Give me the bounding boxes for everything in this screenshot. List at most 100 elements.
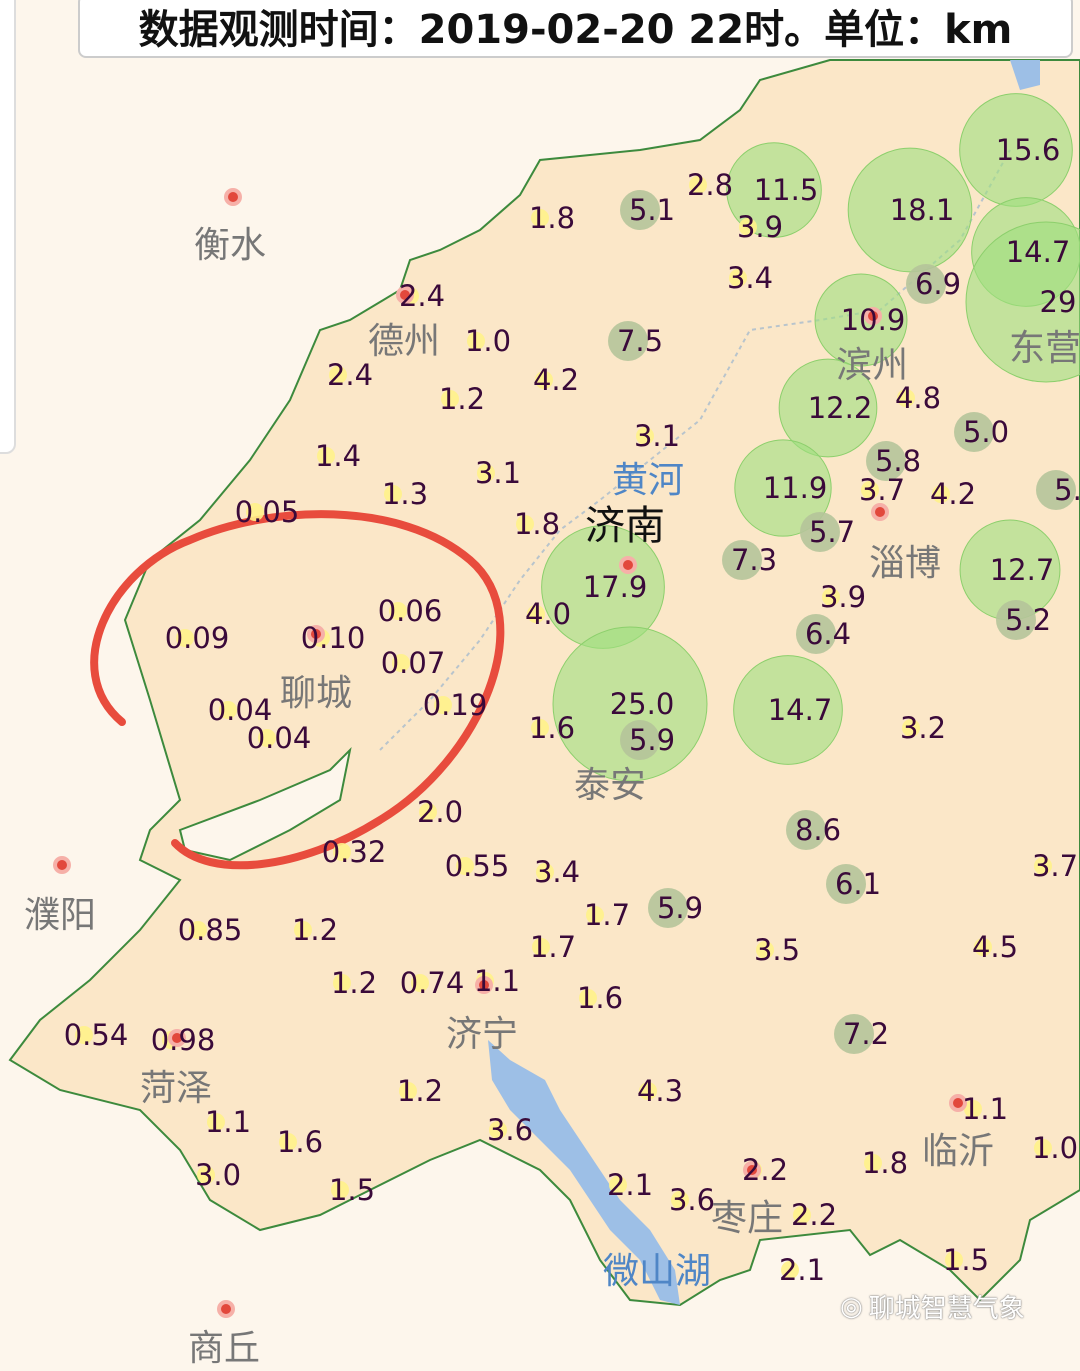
station-marker[interactable] (527, 605, 545, 623)
station-marker[interactable] (535, 371, 553, 389)
station-marker[interactable] (331, 1181, 349, 1199)
station-marker[interactable] (781, 1261, 799, 1279)
station-marker[interactable] (219, 701, 237, 719)
city-label: 泰安 (573, 765, 647, 806)
station-value: 3.1 (474, 456, 522, 490)
station-marker[interactable] (722, 540, 762, 580)
station-value: 1.4 (314, 439, 362, 473)
station-marker[interactable] (866, 441, 906, 481)
station-marker[interactable] (826, 864, 866, 904)
station-marker[interactable] (279, 1133, 297, 1151)
station-marker[interactable] (434, 696, 452, 714)
station-marker[interactable] (75, 1026, 93, 1044)
station-marker[interactable] (189, 921, 207, 939)
station-marker[interactable] (536, 863, 554, 881)
station-marker[interactable] (389, 602, 407, 620)
station-value: 0.04 (207, 693, 273, 727)
city-label: 东营 (1008, 328, 1080, 369)
station-marker[interactable] (906, 264, 946, 304)
station-marker[interactable] (579, 989, 597, 1007)
station-value: 5.2 (1004, 603, 1052, 637)
station-marker[interactable] (411, 974, 429, 992)
station-marker[interactable] (620, 190, 660, 230)
station-marker[interactable] (847, 147, 973, 273)
city-label: 滨州 (835, 345, 909, 386)
station-marker[interactable] (317, 447, 335, 465)
station-value: 1.6 (276, 1125, 324, 1159)
station-marker[interactable] (796, 614, 836, 654)
station-marker[interactable] (176, 629, 194, 647)
station-marker[interactable] (467, 332, 485, 350)
station-marker[interactable] (822, 588, 840, 606)
station-marker[interactable] (620, 720, 660, 760)
station-marker[interactable] (786, 810, 826, 850)
station-marker[interactable] (532, 938, 550, 956)
station-marker[interactable] (671, 1191, 689, 1209)
station-value: 14.7 (1005, 235, 1071, 269)
station-marker[interactable] (945, 1251, 963, 1269)
station-marker[interactable] (636, 427, 654, 445)
station-value: 3.7 (1031, 849, 1079, 883)
city-location-dot (396, 286, 414, 304)
station-marker[interactable] (392, 654, 410, 672)
station-marker[interactable] (531, 719, 549, 737)
station-marker[interactable] (729, 269, 747, 287)
station-marker[interactable] (608, 321, 648, 361)
station-value: 4.0 (524, 597, 572, 631)
station-marker[interactable] (609, 1176, 627, 1194)
station-marker[interactable] (1034, 857, 1052, 875)
station-marker[interactable] (648, 888, 688, 928)
station-marker[interactable] (814, 273, 908, 367)
station-marker[interactable] (419, 803, 437, 821)
station-marker[interactable] (964, 1100, 982, 1118)
station-value: 0.10 (300, 621, 366, 655)
station-marker[interactable] (733, 655, 843, 765)
station-marker[interactable] (1034, 1139, 1052, 1157)
station-marker[interactable] (456, 857, 474, 875)
station-marker[interactable] (639, 1082, 657, 1100)
station-marker[interactable] (902, 719, 920, 737)
station-marker[interactable] (197, 1166, 215, 1184)
station-marker[interactable] (834, 1014, 874, 1054)
station-marker[interactable] (207, 1113, 225, 1131)
station-marker[interactable] (441, 390, 459, 408)
station-marker[interactable] (516, 515, 534, 533)
station-marker[interactable] (996, 600, 1036, 640)
station-marker[interactable] (974, 938, 992, 956)
bay-water (1010, 60, 1040, 90)
station-marker[interactable] (726, 142, 822, 238)
station-marker[interactable] (586, 906, 604, 924)
station-marker[interactable] (756, 941, 774, 959)
station-marker[interactable] (333, 974, 351, 992)
station-value: 0.55 (444, 849, 510, 883)
station-marker[interactable] (800, 512, 840, 552)
station-marker[interactable] (1036, 470, 1076, 510)
station-marker[interactable] (489, 1121, 507, 1139)
station-marker[interactable] (294, 921, 312, 939)
station-marker[interactable] (864, 1154, 882, 1172)
station-marker[interactable] (384, 485, 402, 503)
station-marker[interactable] (778, 358, 878, 458)
station-marker[interactable] (258, 729, 276, 747)
station-marker[interactable] (246, 503, 264, 521)
station-marker[interactable] (954, 412, 994, 452)
station-marker[interactable] (333, 843, 351, 861)
station-marker[interactable] (932, 485, 950, 503)
station-value: 0.85 (177, 913, 243, 947)
station-marker[interactable] (531, 209, 549, 227)
station-marker[interactable] (734, 439, 832, 537)
weishan-lake (488, 1040, 680, 1305)
station-marker[interactable] (477, 464, 495, 482)
station-value: 25.0 (609, 687, 675, 721)
station-marker[interactable] (689, 176, 707, 194)
station-marker[interactable] (739, 218, 757, 236)
side-panel-handle[interactable] (0, 0, 16, 454)
station-marker[interactable] (897, 389, 915, 407)
station-marker[interactable] (965, 221, 1080, 383)
station-marker[interactable] (552, 626, 708, 782)
station-marker[interactable] (861, 481, 879, 499)
station-marker[interactable] (793, 1206, 811, 1224)
station-value: 29 (1039, 285, 1077, 319)
station-marker[interactable] (329, 366, 347, 384)
station-marker[interactable] (399, 1082, 417, 1100)
